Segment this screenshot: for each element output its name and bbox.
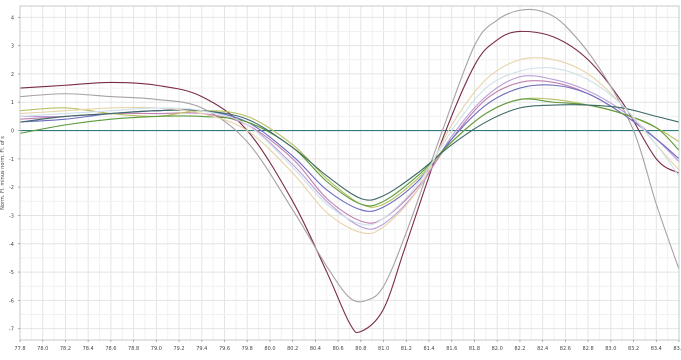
x-tick-label: 82.4 bbox=[537, 346, 548, 352]
x-tick-label: 80.0 bbox=[264, 346, 275, 352]
y-tick-label: 4 bbox=[11, 15, 14, 21]
x-tick-label: 79.6 bbox=[219, 346, 230, 352]
axes: 4 3 2 1 0 -1 -2 -3 -4 -5 -6 -7 77.8 78.0 78.2 78.4 78.6 7… bbox=[9, 5, 681, 352]
x-tick-label: 80.2 bbox=[287, 346, 298, 352]
series-lines bbox=[19, 8, 680, 334]
y-tick-label: 0 bbox=[11, 129, 14, 135]
x-tick-label: 81.2 bbox=[401, 346, 412, 352]
x-tick-label: 82.8 bbox=[583, 346, 594, 352]
y-tick-label: 3 bbox=[11, 44, 14, 50]
y-tick-label: -2 bbox=[9, 185, 14, 191]
x-tick-label: 83.4 bbox=[651, 346, 662, 352]
x-tick-label: 82.6 bbox=[560, 346, 571, 352]
y-tick-label: 1 bbox=[11, 100, 14, 106]
plot-frame bbox=[19, 5, 680, 341]
y-tick-label: -5 bbox=[9, 270, 14, 276]
x-tick-label: 80.8 bbox=[355, 346, 366, 352]
y-tick-label: 2 bbox=[11, 72, 14, 78]
x-tick-label: 82.0 bbox=[492, 346, 503, 352]
x-tick-label: 78.6 bbox=[105, 346, 116, 352]
x-tick-label: 80.4 bbox=[310, 346, 321, 352]
y-axis-label: Norm. Fl. minus norm. Fl. of s bbox=[0, 136, 6, 210]
x-tick-label: 81.0 bbox=[378, 346, 389, 352]
x-tick-label: 79.2 bbox=[173, 346, 184, 352]
x-tick-label: 78.4 bbox=[83, 346, 94, 352]
x-tick-label: 81.6 bbox=[446, 346, 457, 352]
x-tick-label: 80.6 bbox=[333, 346, 344, 352]
x-tick-label: 78.0 bbox=[37, 346, 48, 352]
series-line-1 bbox=[19, 30, 680, 334]
y-tick-label: -4 bbox=[9, 242, 14, 248]
x-tick-label: 81.4 bbox=[423, 346, 434, 352]
x-tick-label: 83.0 bbox=[605, 346, 616, 352]
x-tick-label: 83.2 bbox=[628, 346, 639, 352]
series-line-8 bbox=[19, 104, 680, 201]
x-tick-label: 77.8 bbox=[14, 346, 25, 352]
x-tick-label: 82.2 bbox=[514, 346, 525, 352]
x-tick-label: 81.8 bbox=[469, 346, 480, 352]
x-tick-label: 79.0 bbox=[151, 346, 162, 352]
y-tick-label: -6 bbox=[9, 298, 14, 304]
y-tick-label: -1 bbox=[9, 157, 14, 163]
x-tick-label: 79.4 bbox=[196, 346, 207, 352]
x-tick-label: 79.8 bbox=[242, 346, 253, 352]
x-tick-label: 78.2 bbox=[60, 346, 71, 352]
grid bbox=[19, 6, 680, 340]
series-line-10 bbox=[19, 67, 680, 226]
x-tick-label: 78.8 bbox=[128, 346, 139, 352]
y-tick-label: -3 bbox=[9, 213, 14, 219]
series-line-2 bbox=[19, 8, 680, 303]
x-tick-label: 83.6 bbox=[673, 346, 681, 352]
y-tick-label: -7 bbox=[9, 327, 14, 333]
